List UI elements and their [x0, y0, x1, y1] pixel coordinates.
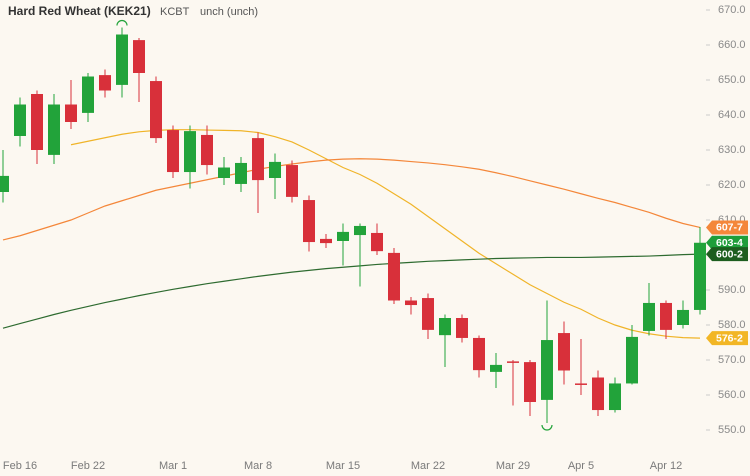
price-badge-label: 600-2	[716, 248, 743, 260]
candle-body	[490, 364, 502, 372]
y-tick-label: 550.0	[718, 424, 746, 436]
x-tick-label: Feb 22	[71, 460, 105, 472]
candle-body	[524, 362, 536, 402]
y-tick-label: 650.0	[718, 74, 746, 86]
candle-body	[65, 104, 77, 122]
price-badge	[706, 235, 748, 250]
y-tick-label: 640.0	[718, 109, 746, 121]
price-badge	[706, 220, 748, 235]
candle-body	[337, 231, 349, 241]
candle-body	[541, 340, 553, 400]
candle-body	[354, 225, 366, 236]
candle-body	[150, 81, 162, 139]
candle-body	[456, 318, 468, 338]
candle-body	[252, 138, 264, 181]
candle-body	[201, 134, 213, 166]
x-tick-label: Feb 16	[3, 460, 37, 472]
y-tick-label: 570.0	[718, 354, 746, 366]
price-badge-label: 603-4	[716, 237, 743, 249]
candle-body	[0, 175, 9, 192]
candle-body	[371, 232, 383, 252]
exchange: KCBT	[160, 6, 190, 18]
x-tick-label: Apr 12	[650, 460, 682, 472]
y-tick-label: 630.0	[718, 144, 746, 156]
price-badge-label: 576-2	[716, 332, 743, 344]
candle-body	[694, 242, 706, 310]
candle-body	[609, 383, 621, 411]
y-tick-label: 560.0	[718, 389, 746, 401]
y-tick-label: 580.0	[718, 319, 746, 331]
moving-average	[2, 253, 701, 329]
candle-body	[218, 167, 230, 178]
candle-body	[167, 130, 179, 173]
candle-body	[303, 200, 315, 243]
candle-body	[677, 309, 689, 325]
y-tick-label: 670.0	[718, 4, 746, 16]
moving-average	[70, 129, 701, 339]
price-badge	[706, 247, 748, 262]
x-tick-label: Mar 15	[326, 460, 360, 472]
candle-body	[643, 302, 655, 331]
candle-body	[48, 104, 60, 155]
candle-body	[405, 300, 417, 306]
x-tick-label: Mar 29	[496, 460, 530, 472]
high-marker	[116, 19, 128, 26]
candle-body	[626, 336, 638, 384]
candle-body	[133, 40, 145, 73]
candle-body	[269, 161, 281, 178]
price-badge	[706, 331, 748, 346]
candle-body	[388, 252, 400, 301]
low-marker	[541, 424, 553, 431]
moving-average	[2, 158, 701, 241]
candle-body	[235, 162, 247, 184]
candle-body	[286, 165, 298, 197]
candle-body	[558, 333, 570, 371]
change: unch (unch)	[200, 6, 258, 18]
chart-title: Hard Red Wheat (KEK21)	[8, 4, 151, 18]
x-tick-label: Apr 5	[568, 460, 594, 472]
candle-body	[99, 75, 111, 91]
candle-body	[31, 94, 43, 150]
x-tick-label: Mar 1	[159, 460, 187, 472]
candle-body	[592, 377, 604, 411]
candle-body	[320, 238, 332, 244]
candle-body	[575, 383, 587, 385]
price-badge-label: 607-7	[716, 222, 743, 234]
x-tick-label: Mar 8	[244, 460, 272, 472]
candle-body	[184, 131, 196, 173]
candle-body	[82, 76, 94, 113]
x-tick-label: Mar 22	[411, 460, 445, 472]
y-tick-label: 620.0	[718, 179, 746, 191]
candle-body	[422, 298, 434, 330]
y-tick-label: 660.0	[718, 39, 746, 51]
candle-body	[507, 361, 519, 363]
candle-body	[116, 34, 128, 85]
candle-body	[473, 337, 485, 371]
candle-body	[439, 318, 451, 336]
candle-body	[660, 302, 672, 330]
y-tick-label: 590.0	[718, 284, 746, 296]
candle-body	[14, 104, 26, 136]
